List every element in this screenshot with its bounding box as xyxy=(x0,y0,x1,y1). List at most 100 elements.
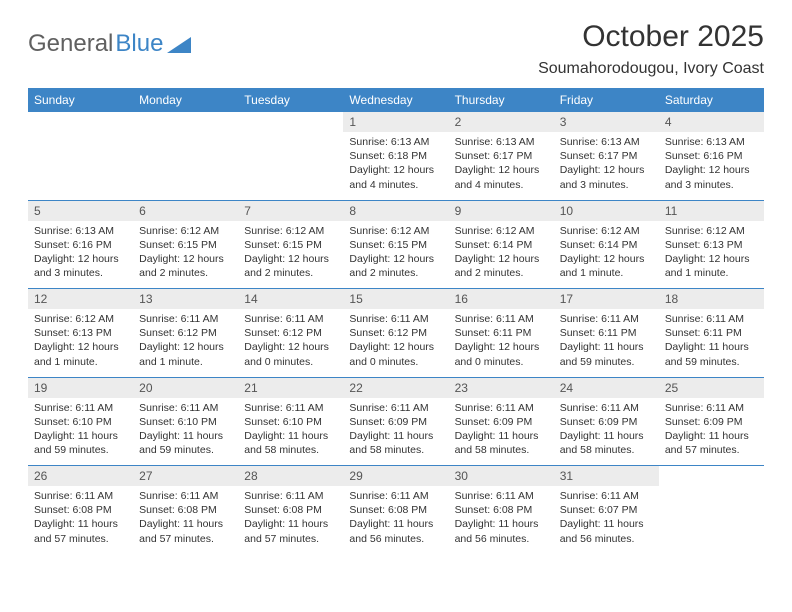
daylight-line: Daylight: 11 hours and 57 minutes. xyxy=(34,517,127,545)
sunset-line: Sunset: 6:15 PM xyxy=(139,238,232,252)
sunset-line: Sunset: 6:15 PM xyxy=(244,238,337,252)
day-content: Sunrise: 6:11 AMSunset: 6:09 PMDaylight:… xyxy=(659,398,764,464)
empty-cell xyxy=(133,112,238,200)
calendar-page: GeneralBlue October 2025 Soumahorodougou… xyxy=(0,0,792,574)
sunset-line: Sunset: 6:17 PM xyxy=(560,149,653,163)
daylight-line: Daylight: 12 hours and 3 minutes. xyxy=(34,252,127,280)
day-header: Thursday xyxy=(449,88,554,112)
sunrise-line: Sunrise: 6:11 AM xyxy=(560,489,653,503)
day-cell: 18Sunrise: 6:11 AMSunset: 6:11 PMDayligh… xyxy=(659,289,764,377)
sunset-line: Sunset: 6:15 PM xyxy=(349,238,442,252)
day-cell: 4Sunrise: 6:13 AMSunset: 6:16 PMDaylight… xyxy=(659,112,764,200)
daylight-line: Daylight: 12 hours and 0 minutes. xyxy=(349,340,442,368)
day-number: 4 xyxy=(659,112,764,132)
daylight-line: Daylight: 11 hours and 57 minutes. xyxy=(665,429,758,457)
calendar-body: 1Sunrise: 6:13 AMSunset: 6:18 PMDaylight… xyxy=(28,112,764,554)
day-cell: 6Sunrise: 6:12 AMSunset: 6:15 PMDaylight… xyxy=(133,201,238,289)
empty-cell xyxy=(659,466,764,554)
sunset-line: Sunset: 6:14 PM xyxy=(560,238,653,252)
day-number: 16 xyxy=(449,289,554,309)
daylight-line: Daylight: 12 hours and 4 minutes. xyxy=(455,163,548,191)
day-number: 25 xyxy=(659,378,764,398)
sunset-line: Sunset: 6:16 PM xyxy=(34,238,127,252)
daylight-line: Daylight: 12 hours and 2 minutes. xyxy=(139,252,232,280)
day-number: 23 xyxy=(449,378,554,398)
day-cell: 16Sunrise: 6:11 AMSunset: 6:11 PMDayligh… xyxy=(449,289,554,377)
day-header: Sunday xyxy=(28,88,133,112)
day-cell: 23Sunrise: 6:11 AMSunset: 6:09 PMDayligh… xyxy=(449,378,554,466)
day-header: Wednesday xyxy=(343,88,448,112)
day-number: 19 xyxy=(28,378,133,398)
week-row: 19Sunrise: 6:11 AMSunset: 6:10 PMDayligh… xyxy=(28,378,764,466)
sunrise-line: Sunrise: 6:11 AM xyxy=(455,401,548,415)
day-cell: 19Sunrise: 6:11 AMSunset: 6:10 PMDayligh… xyxy=(28,378,133,466)
day-number: 21 xyxy=(238,378,343,398)
sunrise-line: Sunrise: 6:13 AM xyxy=(665,135,758,149)
day-content: Sunrise: 6:13 AMSunset: 6:18 PMDaylight:… xyxy=(343,132,448,198)
title-block: October 2025 Soumahorodougou, Ivory Coas… xyxy=(538,20,764,78)
day-number: 9 xyxy=(449,201,554,221)
daylight-line: Daylight: 12 hours and 4 minutes. xyxy=(349,163,442,191)
week-row: 5Sunrise: 6:13 AMSunset: 6:16 PMDaylight… xyxy=(28,201,764,289)
day-number: 14 xyxy=(238,289,343,309)
daylight-line: Daylight: 12 hours and 2 minutes. xyxy=(349,252,442,280)
day-content: Sunrise: 6:11 AMSunset: 6:11 PMDaylight:… xyxy=(554,309,659,375)
day-content: Sunrise: 6:13 AMSunset: 6:16 PMDaylight:… xyxy=(28,221,133,287)
sunrise-line: Sunrise: 6:12 AM xyxy=(455,224,548,238)
day-content: Sunrise: 6:12 AMSunset: 6:15 PMDaylight:… xyxy=(343,221,448,287)
daylight-line: Daylight: 11 hours and 56 minutes. xyxy=(560,517,653,545)
day-content: Sunrise: 6:11 AMSunset: 6:08 PMDaylight:… xyxy=(449,486,554,552)
sunset-line: Sunset: 6:13 PM xyxy=(665,238,758,252)
day-header: Friday xyxy=(554,88,659,112)
logo-text-blue: Blue xyxy=(115,30,163,58)
sunrise-line: Sunrise: 6:11 AM xyxy=(139,489,232,503)
day-cell: 12Sunrise: 6:12 AMSunset: 6:13 PMDayligh… xyxy=(28,289,133,377)
day-header: Monday xyxy=(133,88,238,112)
day-content: Sunrise: 6:11 AMSunset: 6:10 PMDaylight:… xyxy=(238,398,343,464)
day-content: Sunrise: 6:12 AMSunset: 6:15 PMDaylight:… xyxy=(133,221,238,287)
sunset-line: Sunset: 6:09 PM xyxy=(455,415,548,429)
header: GeneralBlue October 2025 Soumahorodougou… xyxy=(28,20,764,78)
sunset-line: Sunset: 6:12 PM xyxy=(244,326,337,340)
day-number: 27 xyxy=(133,466,238,486)
daylight-line: Daylight: 11 hours and 58 minutes. xyxy=(560,429,653,457)
day-number: 2 xyxy=(449,112,554,132)
day-content: Sunrise: 6:11 AMSunset: 6:11 PMDaylight:… xyxy=(449,309,554,375)
day-number: 28 xyxy=(238,466,343,486)
day-number: 31 xyxy=(554,466,659,486)
daylight-line: Daylight: 11 hours and 58 minutes. xyxy=(349,429,442,457)
sunrise-line: Sunrise: 6:11 AM xyxy=(34,489,127,503)
sunrise-line: Sunrise: 6:11 AM xyxy=(665,401,758,415)
day-cell: 26Sunrise: 6:11 AMSunset: 6:08 PMDayligh… xyxy=(28,466,133,554)
daylight-line: Daylight: 11 hours and 59 minutes. xyxy=(665,340,758,368)
day-content: Sunrise: 6:11 AMSunset: 6:08 PMDaylight:… xyxy=(238,486,343,552)
week-row: 26Sunrise: 6:11 AMSunset: 6:08 PMDayligh… xyxy=(28,466,764,554)
day-cell: 2Sunrise: 6:13 AMSunset: 6:17 PMDaylight… xyxy=(449,112,554,200)
daylight-line: Daylight: 12 hours and 0 minutes. xyxy=(455,340,548,368)
week-row: 12Sunrise: 6:12 AMSunset: 6:13 PMDayligh… xyxy=(28,289,764,377)
day-content: Sunrise: 6:11 AMSunset: 6:10 PMDaylight:… xyxy=(28,398,133,464)
sunset-line: Sunset: 6:09 PM xyxy=(560,415,653,429)
daylight-line: Daylight: 12 hours and 1 minute. xyxy=(34,340,127,368)
daylight-line: Daylight: 11 hours and 59 minutes. xyxy=(560,340,653,368)
sunset-line: Sunset: 6:08 PM xyxy=(455,503,548,517)
day-number: 18 xyxy=(659,289,764,309)
sunset-line: Sunset: 6:09 PM xyxy=(349,415,442,429)
day-cell: 25Sunrise: 6:11 AMSunset: 6:09 PMDayligh… xyxy=(659,378,764,466)
sunrise-line: Sunrise: 6:11 AM xyxy=(665,312,758,326)
day-cell: 5Sunrise: 6:13 AMSunset: 6:16 PMDaylight… xyxy=(28,201,133,289)
location: Soumahorodougou, Ivory Coast xyxy=(538,60,764,78)
sunrise-line: Sunrise: 6:11 AM xyxy=(244,312,337,326)
sunrise-line: Sunrise: 6:11 AM xyxy=(34,401,127,415)
day-content: Sunrise: 6:13 AMSunset: 6:16 PMDaylight:… xyxy=(659,132,764,198)
day-content: Sunrise: 6:11 AMSunset: 6:07 PMDaylight:… xyxy=(554,486,659,552)
day-cell: 30Sunrise: 6:11 AMSunset: 6:08 PMDayligh… xyxy=(449,466,554,554)
calendar-head: SundayMondayTuesdayWednesdayThursdayFrid… xyxy=(28,88,764,112)
sunset-line: Sunset: 6:08 PM xyxy=(244,503,337,517)
sunrise-line: Sunrise: 6:12 AM xyxy=(560,224,653,238)
day-cell: 11Sunrise: 6:12 AMSunset: 6:13 PMDayligh… xyxy=(659,201,764,289)
day-cell: 9Sunrise: 6:12 AMSunset: 6:14 PMDaylight… xyxy=(449,201,554,289)
calendar-table: SundayMondayTuesdayWednesdayThursdayFrid… xyxy=(28,88,764,554)
sunrise-line: Sunrise: 6:11 AM xyxy=(560,312,653,326)
day-cell: 7Sunrise: 6:12 AMSunset: 6:15 PMDaylight… xyxy=(238,201,343,289)
